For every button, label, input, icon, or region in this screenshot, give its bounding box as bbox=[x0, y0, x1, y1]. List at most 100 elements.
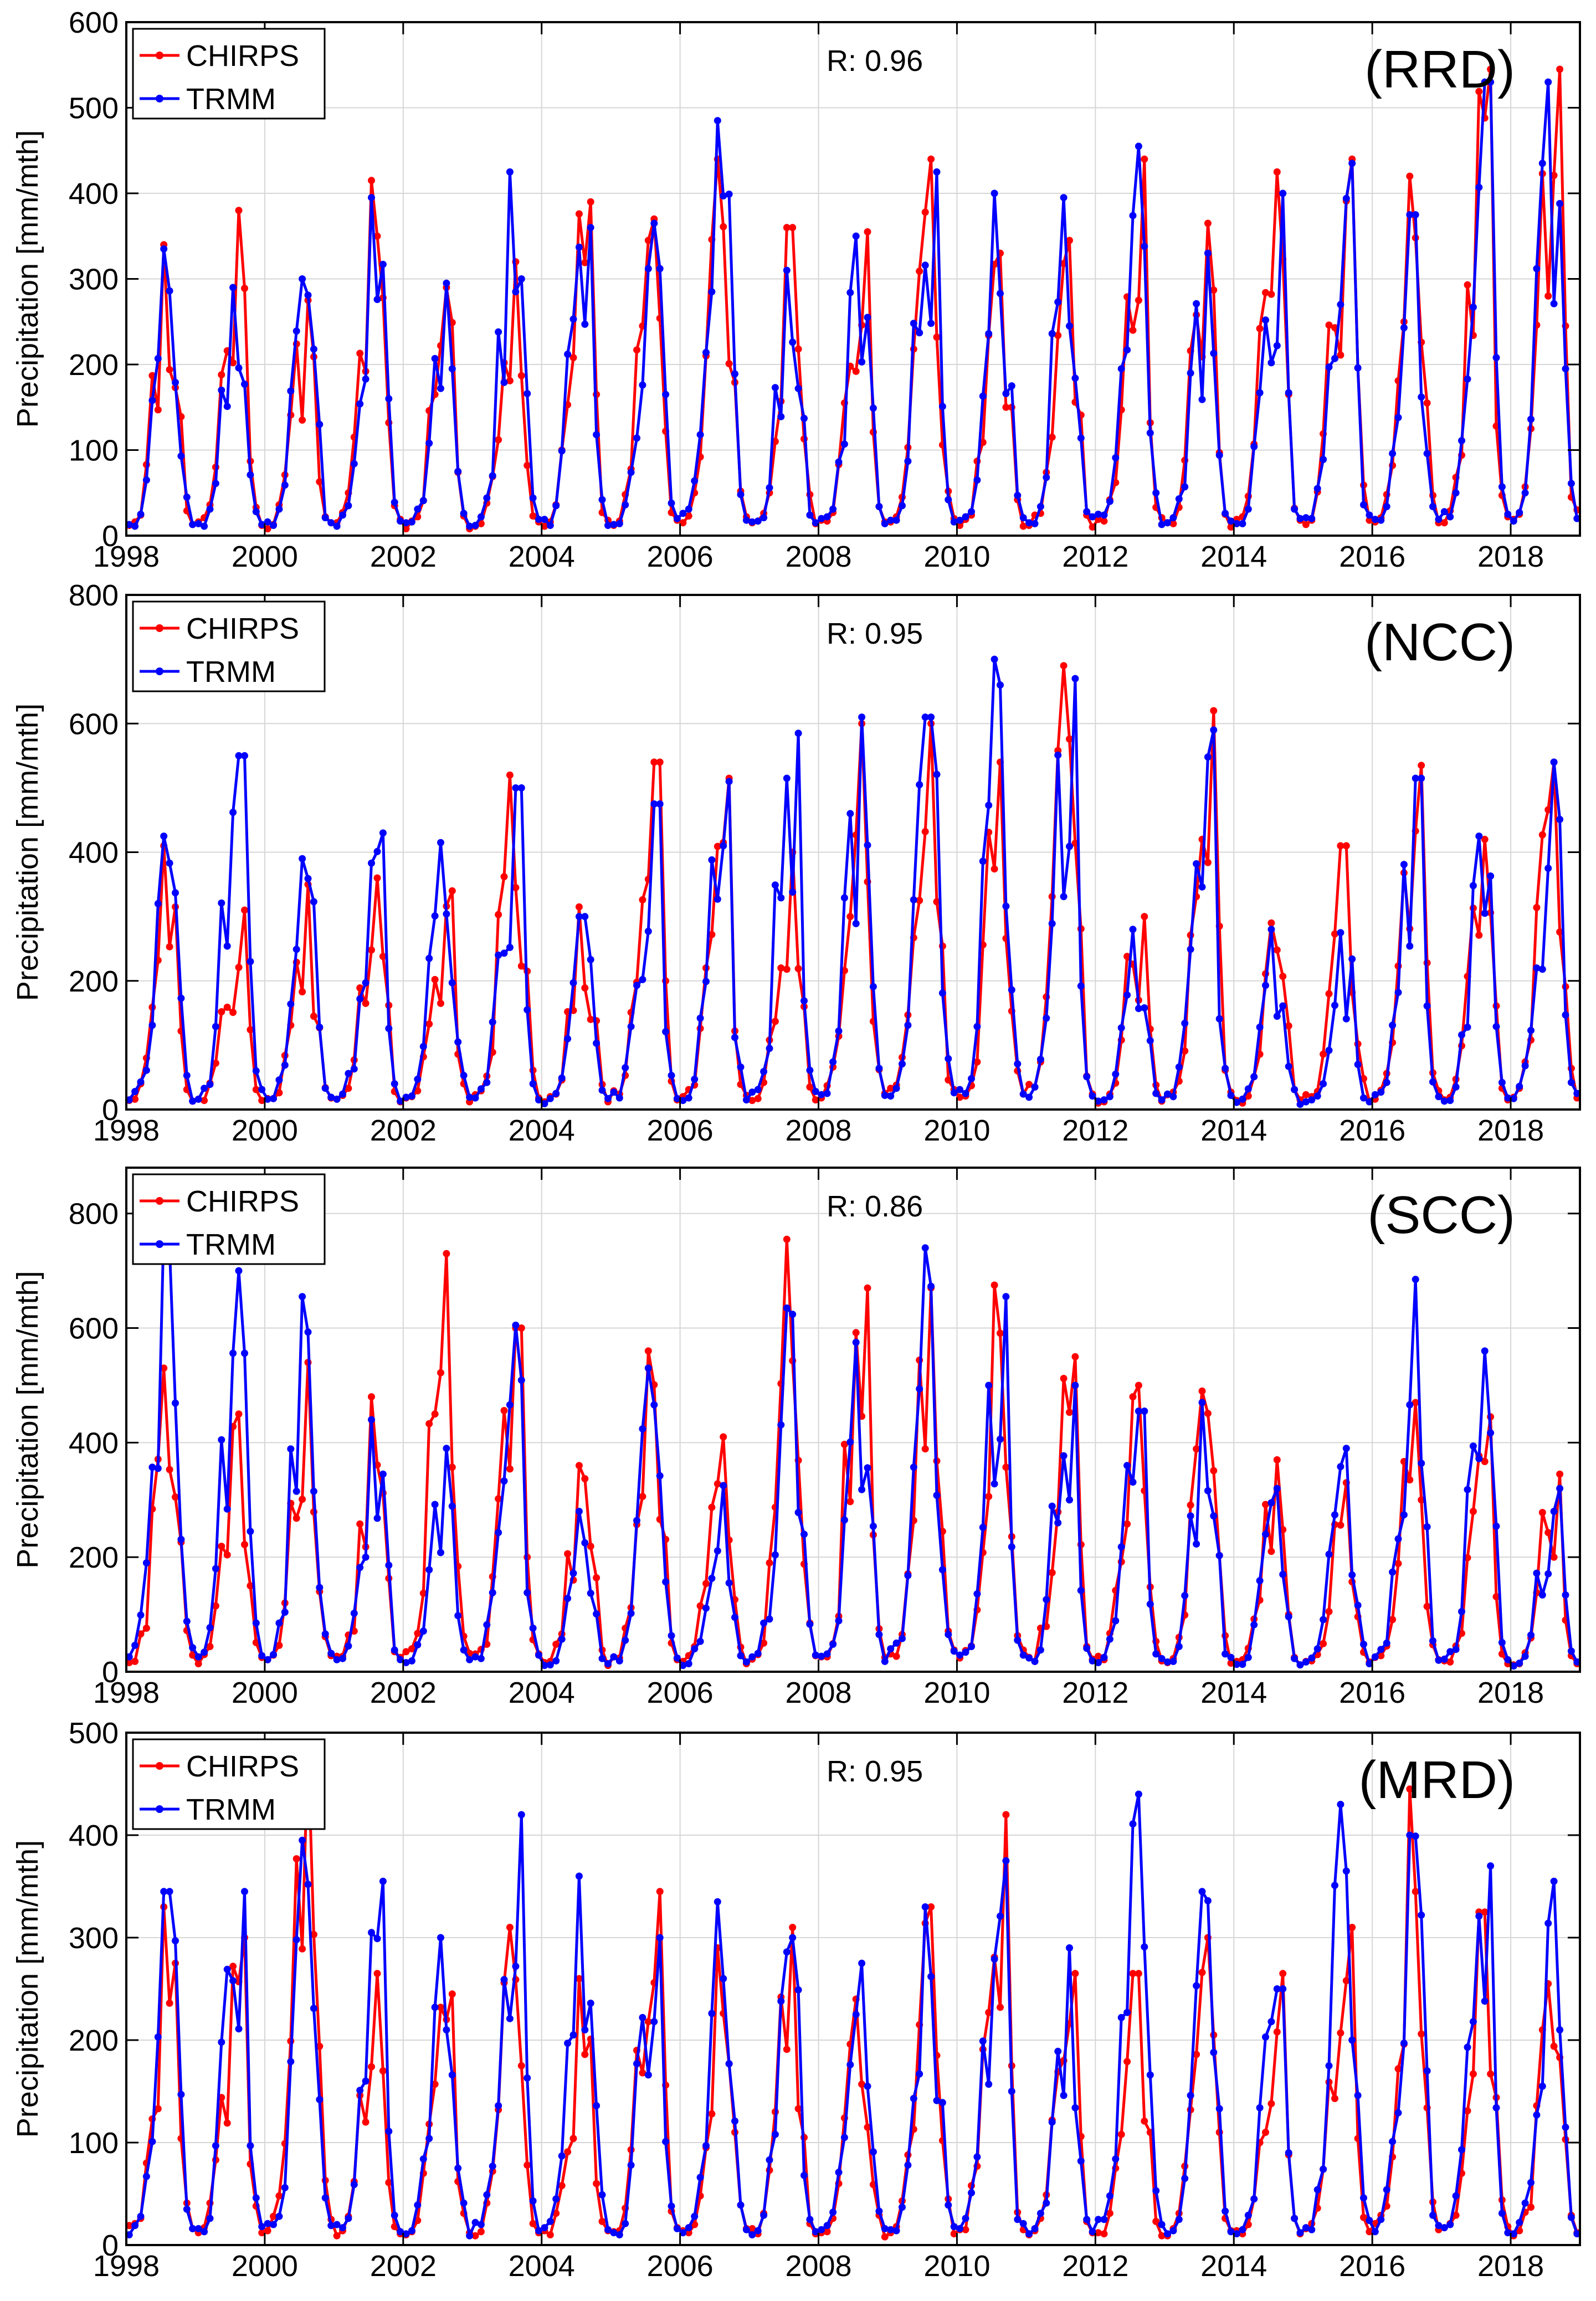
trmm-point bbox=[771, 881, 779, 889]
chirps-point bbox=[575, 210, 583, 218]
trmm-point bbox=[1083, 508, 1091, 516]
trmm-point bbox=[1394, 1535, 1402, 1543]
trmm-point bbox=[460, 1072, 468, 1079]
chirps-point bbox=[431, 975, 439, 983]
trmm-point bbox=[471, 522, 479, 529]
trmm-point bbox=[708, 288, 716, 296]
chirps-point bbox=[945, 1076, 952, 1084]
trmm-point bbox=[1267, 2018, 1275, 2026]
chirps-point bbox=[1227, 523, 1235, 531]
trmm-point bbox=[1169, 2227, 1177, 2235]
trmm-point bbox=[1296, 1661, 1304, 1669]
trmm-point bbox=[766, 1045, 773, 1052]
trmm-point bbox=[598, 1086, 606, 1094]
chirps-point bbox=[766, 1559, 773, 1566]
chirps-point bbox=[1550, 172, 1558, 179]
chirps-point bbox=[1533, 903, 1541, 911]
trmm-point bbox=[1354, 2092, 1362, 2099]
trmm-point bbox=[419, 1042, 427, 1050]
trmm-point bbox=[1135, 142, 1142, 150]
trmm-point bbox=[460, 1646, 468, 1654]
trmm-point bbox=[702, 2142, 710, 2150]
chirps-point bbox=[229, 1963, 237, 1970]
legend-chirps-marker bbox=[156, 1762, 163, 1770]
trmm-point bbox=[247, 2142, 254, 2150]
trmm-point bbox=[448, 1502, 456, 1510]
chirps-point bbox=[1198, 1969, 1206, 1976]
trmm-point bbox=[656, 265, 664, 273]
trmm-point bbox=[1256, 1023, 1264, 1031]
trmm-point bbox=[166, 287, 173, 295]
trmm-point bbox=[881, 2225, 889, 2232]
trmm-point bbox=[408, 1657, 415, 1665]
trmm-point bbox=[483, 1621, 491, 1629]
chirps-point bbox=[160, 1364, 168, 1372]
trmm-point bbox=[495, 951, 502, 959]
trmm-point bbox=[997, 1435, 1004, 1443]
trmm-point bbox=[137, 2212, 145, 2220]
trmm-point bbox=[673, 1095, 681, 1102]
trmm-point bbox=[425, 2135, 433, 2143]
trmm-point bbox=[840, 440, 848, 448]
trmm-point bbox=[737, 1063, 745, 1071]
trmm-point bbox=[806, 1066, 814, 1074]
trmm-point bbox=[1533, 265, 1541, 273]
chirps-point bbox=[1019, 522, 1027, 530]
trmm-point bbox=[235, 752, 243, 759]
trmm-point bbox=[668, 1072, 675, 1079]
trmm-point bbox=[1256, 1577, 1264, 1585]
trmm-point bbox=[1331, 1001, 1338, 1009]
chirps-point bbox=[1100, 517, 1108, 525]
trmm-point bbox=[391, 1646, 398, 1654]
trmm-point bbox=[1325, 2062, 1333, 2069]
trmm-point bbox=[414, 1075, 422, 1083]
chirps-point bbox=[1320, 1640, 1327, 1647]
trmm-point bbox=[1273, 342, 1281, 350]
trmm-point bbox=[477, 2221, 485, 2228]
trmm-point bbox=[794, 1509, 802, 1516]
trmm-point bbox=[223, 1505, 231, 1513]
chirps-point bbox=[270, 2212, 277, 2220]
chirps-point bbox=[299, 988, 306, 995]
trmm-point bbox=[1302, 2224, 1310, 2232]
x-tick-label: 2012 bbox=[1062, 540, 1128, 573]
chirps-point bbox=[235, 1410, 243, 1418]
chirps-point bbox=[517, 962, 525, 970]
trmm-point bbox=[1175, 2216, 1183, 2223]
trmm-point bbox=[702, 1604, 710, 1612]
trmm-point bbox=[172, 378, 179, 386]
trmm-point bbox=[1262, 316, 1269, 324]
trmm-point bbox=[1210, 726, 1218, 734]
trmm-point bbox=[304, 291, 312, 299]
trmm-point bbox=[679, 1662, 687, 1670]
trmm-point bbox=[656, 800, 664, 808]
trmm-point bbox=[1071, 675, 1079, 682]
trmm-point bbox=[892, 516, 900, 524]
trmm-point bbox=[1066, 1944, 1073, 1951]
y-tick-label: 600 bbox=[69, 707, 119, 741]
trmm-point bbox=[610, 1088, 618, 1096]
trmm-point bbox=[512, 1963, 520, 1970]
chirps-point bbox=[1394, 1560, 1402, 1568]
y-tick-label: 600 bbox=[69, 6, 119, 39]
trmm-point bbox=[177, 1535, 185, 1543]
chirps-point bbox=[1366, 516, 1373, 524]
chirps-point bbox=[1337, 1521, 1344, 1529]
chirps-point bbox=[402, 525, 410, 533]
trmm-point bbox=[466, 1093, 474, 1101]
trmm-point bbox=[258, 1652, 266, 1660]
trmm-point bbox=[258, 2223, 266, 2231]
trmm-point bbox=[1181, 1019, 1189, 1027]
trmm-point bbox=[160, 833, 168, 840]
trmm-point bbox=[1164, 519, 1171, 527]
trmm-point bbox=[431, 912, 439, 920]
trmm-point bbox=[1077, 1586, 1085, 1594]
chirps-point bbox=[356, 984, 364, 992]
trmm-point bbox=[1146, 2071, 1154, 2079]
chirps-point bbox=[448, 1990, 456, 1998]
trmm-point bbox=[495, 328, 502, 336]
trmm-point bbox=[742, 1658, 750, 1666]
chirps-point bbox=[1267, 1548, 1275, 1555]
trmm-point bbox=[921, 1903, 929, 1910]
trmm-point bbox=[1400, 1511, 1408, 1519]
